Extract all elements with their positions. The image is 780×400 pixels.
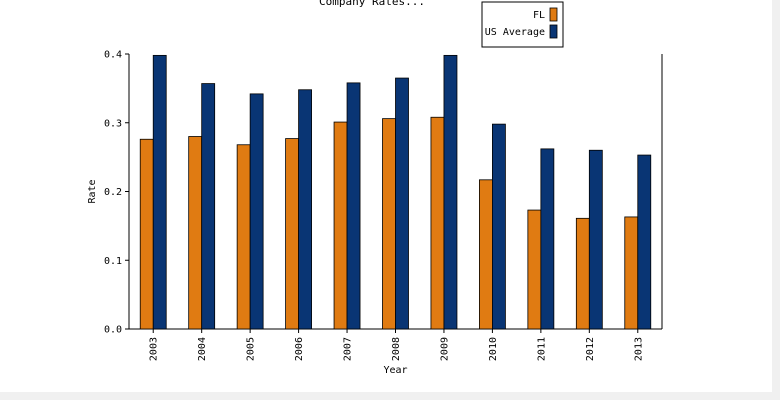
axes <box>125 53 663 333</box>
bar-fl-2012 <box>575 217 590 330</box>
bar-fl-2006 <box>285 138 299 330</box>
bar-fl-2008 <box>382 118 396 330</box>
x-axis-title: Year <box>383 365 407 376</box>
bar-us-average-2003 <box>152 54 167 330</box>
bar-us-average-2004 <box>201 83 216 330</box>
legend-swatch-fl <box>549 7 558 22</box>
y-tick-label: 0.3 <box>104 118 122 129</box>
bars <box>139 54 652 330</box>
y-axis-title: Rate <box>87 179 98 203</box>
x-tick-label-2010: 2010 <box>488 337 499 361</box>
x-tick-label-2008: 2008 <box>391 337 402 361</box>
y-tick-label: 0.1 <box>104 256 122 267</box>
x-tick-label-2003: 2003 <box>149 337 160 361</box>
bar-fl-2007 <box>333 121 348 330</box>
bar-us-average-2011 <box>540 148 555 330</box>
y-tick-label: 0.4 <box>104 50 122 61</box>
bar-us-average-2006 <box>298 89 312 330</box>
bar-us-average-2010 <box>492 123 506 330</box>
bar-chart: Company Rates... 0.0 0.1 0.2 0.3 0.4 2003 2004 2… <box>87 0 663 376</box>
x-tick-label-2004: 2004 <box>197 337 208 361</box>
chart-title: Company Rates... <box>319 0 425 8</box>
x-tick-label-2007: 2007 <box>343 337 354 361</box>
bar-us-average-2012 <box>588 149 603 330</box>
x-tick-label-2013: 2013 <box>633 337 644 361</box>
bar-fl-2013 <box>624 216 639 330</box>
legend-label-us-average: US Average <box>485 27 545 38</box>
bar-fl-2010 <box>479 179 493 330</box>
x-tick-label-2011: 2011 <box>536 337 547 361</box>
bar-fl-2005 <box>236 144 251 330</box>
x-tick-label-2012: 2012 <box>585 337 596 361</box>
y-tick-label: 0.0 <box>104 325 122 336</box>
bar-fl-2011 <box>527 209 542 330</box>
bar-us-average-2009 <box>443 54 458 330</box>
bar-fl-2009 <box>430 116 445 330</box>
bar-us-average-2008 <box>395 77 409 330</box>
bar-us-average-2007 <box>346 82 361 330</box>
tick-labels: Company Rates... 0.0 0.1 0.2 0.3 0.4 2003 2004 2… <box>87 0 644 376</box>
legend: FL US Average <box>481 1 564 48</box>
x-tick-label-2005: 2005 <box>246 337 257 361</box>
legend-swatch-us-average <box>549 24 558 39</box>
bar-us-average-2005 <box>249 93 264 330</box>
legend-label-fl: FL <box>533 10 545 21</box>
chart-container: Company Rates... 0.0 0.1 0.2 0.3 0.4 2003 2004 2… <box>0 0 772 392</box>
bar-fl-2003 <box>139 138 154 330</box>
legend-box <box>481 1 564 48</box>
x-tick-label-2009: 2009 <box>439 337 450 361</box>
y-tick-label: 0.2 <box>104 187 122 198</box>
bar-us-average-2013 <box>637 154 652 330</box>
x-tick-label-2006: 2006 <box>294 337 305 361</box>
bar-fl-2004 <box>188 136 203 330</box>
